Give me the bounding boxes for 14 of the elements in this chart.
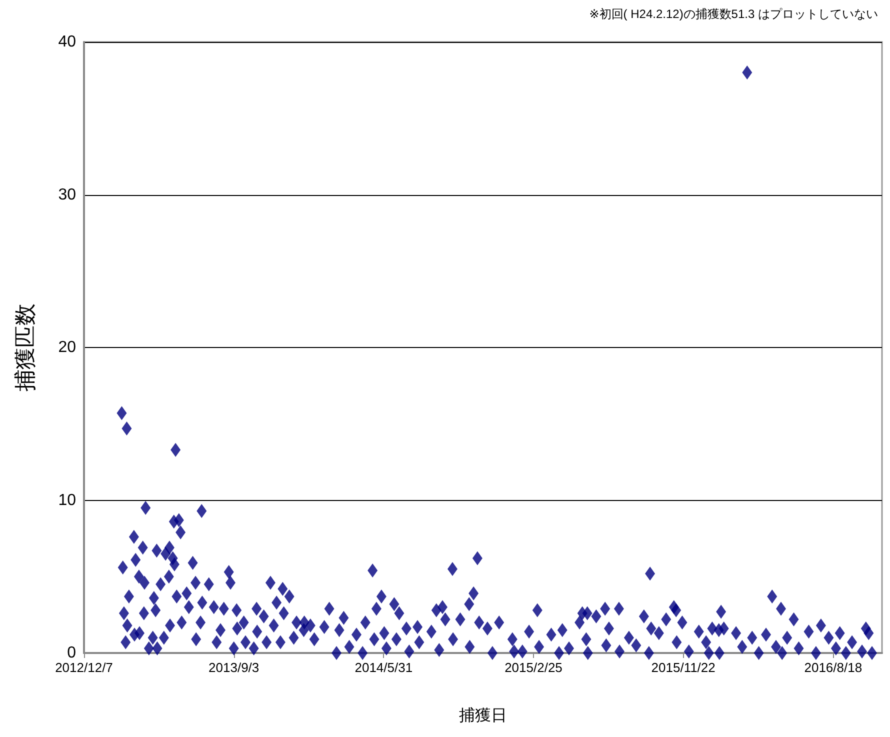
y-tick-label: 20: [58, 339, 76, 356]
y-axis-title: 捕獲匹数: [12, 304, 38, 392]
y-tick-label: 40: [58, 34, 76, 50]
x-tick-label: 2015/2/25: [504, 660, 562, 675]
x-tick-label: 2016/8/18: [804, 660, 862, 675]
y-tick-label: 30: [58, 186, 76, 204]
text: ※初回( H24.2.12)の捕獲数51.3 はプロットしていない: [589, 7, 878, 21]
x-axis-title: 捕獲日: [459, 706, 507, 724]
x-tick-label: 2014/5/31: [354, 660, 413, 675]
y-tick-label: 10: [58, 492, 76, 509]
x-tick-label: 2013/9/3: [208, 660, 260, 675]
y-tick-label: 0: [67, 644, 76, 662]
x-tick-label: 2012/12/7: [55, 660, 113, 675]
x-tick-label: 2015/11/22: [651, 660, 716, 675]
